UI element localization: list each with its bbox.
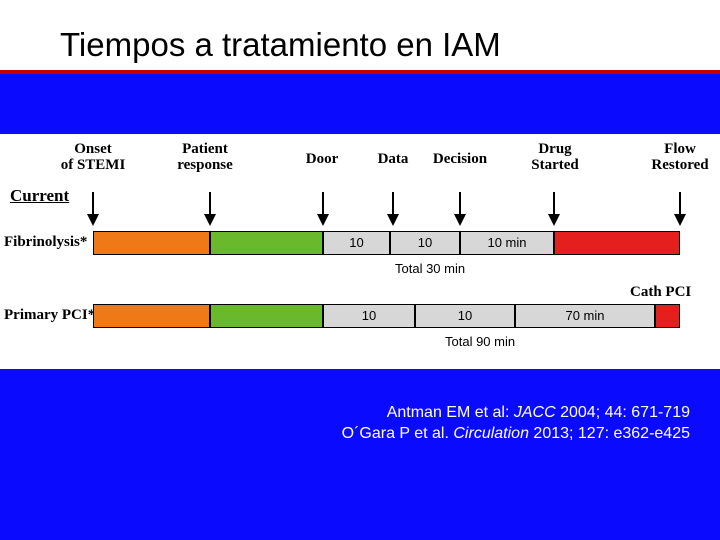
stage-arrow-line (392, 192, 394, 216)
bar-overlay-fibrinolysis-2: 10 (323, 235, 390, 250)
stage-arrow-head (454, 214, 466, 226)
bar-overlay-primary-pci-3: 10 (415, 308, 515, 323)
bar-overlay-primary-pci-4: 70 min (515, 308, 655, 323)
header-region: Tiempos a tratamiento en IAM (0, 0, 720, 70)
stage-arrow-head (317, 214, 329, 226)
stage-arrow-line (92, 192, 94, 216)
citation-text: JACC (514, 404, 556, 421)
citation-text: Circulation (453, 425, 529, 442)
citation-line-1: O´Gara P et al. Circulation 2013; 127: e… (0, 424, 690, 445)
citation-text: Antman EM et al: (387, 404, 514, 421)
citation-line-0: Antman EM et al: JACC 2004; 44: 671-719 (0, 403, 690, 424)
row-label-primary-pci: Primary PCI* (4, 307, 95, 324)
stage-label-onset: Onsetof STEMI (48, 142, 138, 174)
bar-overlay-fibrinolysis-4: 10 min (460, 235, 554, 250)
slide-title: Tiempos a tratamiento en IAM (60, 26, 680, 64)
stage-arrow-line (322, 192, 324, 216)
row-rightlabel-primary-pci: Cath PCI (630, 284, 691, 301)
stage-arrow-line (553, 192, 555, 216)
stage-label-response: Patientresponse (160, 142, 250, 174)
bar-fibrinolysis-1 (210, 231, 323, 255)
bar-primary-pci-1 (210, 304, 323, 328)
timeline-header-current: Current (10, 186, 69, 206)
bar-fibrinolysis-5 (554, 231, 680, 255)
spacer-bottom (0, 445, 720, 540)
stage-arrow-head (204, 214, 216, 226)
stage-arrow-line (679, 192, 681, 216)
citation-block: Antman EM et al: JACC 2004; 44: 671-719O… (0, 397, 720, 445)
bar-primary-pci-0 (93, 304, 210, 328)
stage-arrow-head (548, 214, 560, 226)
stage-arrow-line (209, 192, 211, 216)
stage-label-decision: Decision (415, 152, 505, 168)
stage-label-flow: FlowRestored (635, 142, 720, 174)
bar-fibrinolysis-0 (93, 231, 210, 255)
total-label-fibrinolysis: Total 30 min (395, 261, 465, 276)
spacer-top (0, 74, 720, 134)
stage-label-drug: DrugStarted (510, 142, 600, 174)
bar-overlay-primary-pci-2: 10 (323, 308, 415, 323)
stage-arrow-head (674, 214, 686, 226)
stage-arrow-head (87, 214, 99, 226)
spacer-mid (0, 369, 720, 397)
stage-arrow-line (459, 192, 461, 216)
bar-primary-pci-5 (655, 304, 680, 328)
total-label-primary-pci: Total 90 min (445, 334, 515, 349)
citation-text: 2004; 44: 671-719 (556, 404, 690, 421)
bar-overlay-fibrinolysis-3: 10 (390, 235, 460, 250)
citation-text: O´Gara P et al. (342, 425, 454, 442)
timeline-chart: CurrentOnsetof STEMIPatientresponseDoorD… (0, 134, 720, 369)
stage-arrow-head (387, 214, 399, 226)
row-label-fibrinolysis: Fibrinolysis* (4, 234, 87, 251)
citation-text: 2013; 127: e362-e425 (529, 425, 690, 442)
